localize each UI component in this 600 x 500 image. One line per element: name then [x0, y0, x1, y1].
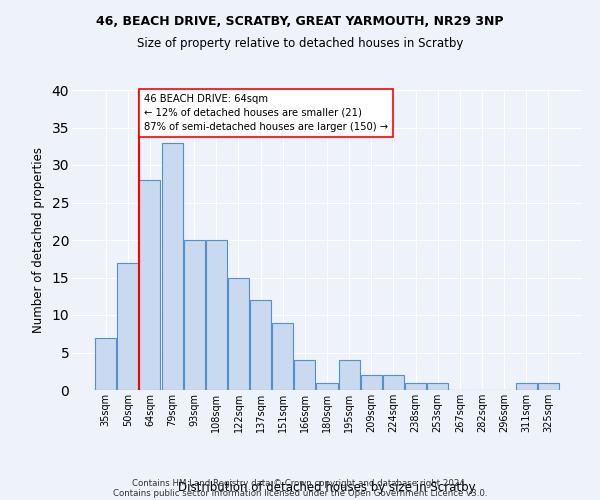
Bar — [95, 338, 116, 390]
Bar — [206, 240, 227, 390]
Bar — [228, 278, 249, 390]
Text: 46 BEACH DRIVE: 64sqm
← 12% of detached houses are smaller (21)
87% of semi-deta: 46 BEACH DRIVE: 64sqm ← 12% of detached … — [144, 94, 388, 132]
Bar — [272, 322, 293, 390]
Bar — [316, 382, 338, 390]
Bar — [361, 375, 382, 390]
Text: Contains public sector information licensed under the Open Government Licence v3: Contains public sector information licen… — [113, 488, 487, 498]
Y-axis label: Number of detached properties: Number of detached properties — [32, 147, 44, 333]
Bar — [161, 142, 182, 390]
Bar — [250, 300, 271, 390]
Bar — [184, 240, 205, 390]
Text: 46, BEACH DRIVE, SCRATBY, GREAT YARMOUTH, NR29 3NP: 46, BEACH DRIVE, SCRATBY, GREAT YARMOUTH… — [96, 15, 504, 28]
Bar — [405, 382, 426, 390]
Bar — [139, 180, 160, 390]
Text: Contains HM Land Registry data © Crown copyright and database right 2024.: Contains HM Land Registry data © Crown c… — [132, 478, 468, 488]
Bar — [427, 382, 448, 390]
Bar — [118, 262, 139, 390]
Bar — [538, 382, 559, 390]
Bar — [295, 360, 316, 390]
Bar — [515, 382, 536, 390]
Text: Size of property relative to detached houses in Scratby: Size of property relative to detached ho… — [137, 38, 463, 51]
Bar — [338, 360, 359, 390]
X-axis label: Distribution of detached houses by size in Scratby: Distribution of detached houses by size … — [178, 481, 476, 494]
Bar — [383, 375, 404, 390]
